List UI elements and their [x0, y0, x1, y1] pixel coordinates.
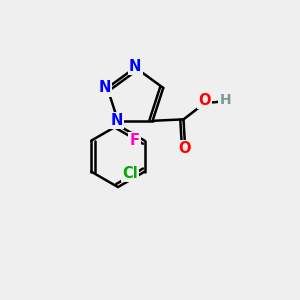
Text: N: N — [129, 58, 142, 74]
Text: N: N — [99, 80, 111, 95]
Text: O: O — [179, 141, 191, 156]
Text: N: N — [110, 113, 123, 128]
Text: Cl: Cl — [122, 166, 138, 181]
Text: F: F — [129, 133, 140, 148]
Text: H: H — [220, 93, 231, 107]
Text: O: O — [198, 93, 210, 108]
